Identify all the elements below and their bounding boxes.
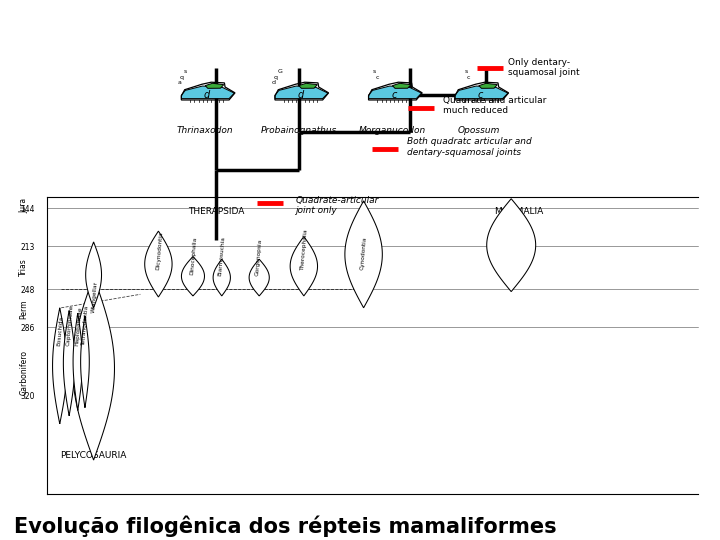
Polygon shape bbox=[479, 83, 498, 89]
Polygon shape bbox=[487, 199, 536, 292]
Text: Eosuchida: Eosuchida bbox=[57, 315, 64, 346]
Text: 248: 248 bbox=[20, 286, 35, 295]
Polygon shape bbox=[53, 308, 67, 424]
Text: Tetranodontia: Tetranodontia bbox=[81, 305, 90, 346]
Text: Evolução filogênica dos répteis mamaliformes: Evolução filogênica dos répteis mamalifo… bbox=[14, 516, 557, 537]
Polygon shape bbox=[81, 316, 89, 408]
Text: c: c bbox=[392, 90, 397, 100]
Text: Haplobatidae: Haplobatidae bbox=[74, 306, 83, 346]
Text: Dinocephalia: Dinocephalia bbox=[189, 237, 198, 275]
Text: a: a bbox=[177, 80, 181, 85]
Polygon shape bbox=[213, 259, 230, 296]
Text: c: c bbox=[478, 90, 483, 100]
Text: Cynodontia: Cynodontia bbox=[360, 237, 367, 270]
Polygon shape bbox=[455, 86, 508, 99]
Text: d: d bbox=[297, 90, 304, 100]
Polygon shape bbox=[392, 83, 411, 89]
Text: d: d bbox=[271, 80, 276, 85]
Text: G: G bbox=[278, 69, 282, 74]
Text: Captorhinidae: Captorhinidae bbox=[66, 304, 74, 346]
Text: Morganucodon: Morganucodon bbox=[359, 126, 426, 136]
Text: d: d bbox=[204, 90, 210, 100]
Polygon shape bbox=[145, 231, 172, 297]
Polygon shape bbox=[275, 86, 328, 99]
Text: s: s bbox=[373, 69, 376, 74]
Text: s: s bbox=[465, 69, 468, 74]
Text: 286: 286 bbox=[20, 324, 35, 333]
Text: Carbonifero: Carbonifero bbox=[19, 350, 28, 395]
Polygon shape bbox=[73, 313, 82, 410]
Text: c: c bbox=[376, 75, 379, 80]
Text: MAMMALIA: MAMMALIA bbox=[494, 207, 543, 216]
Text: 320: 320 bbox=[20, 393, 35, 401]
Text: Both quadratc articular and
dentary-squamosal joints: Both quadratc articular and dentary-squa… bbox=[407, 137, 531, 157]
Text: Biarmosuchia: Biarmosuchia bbox=[217, 237, 226, 276]
Polygon shape bbox=[205, 83, 224, 89]
Polygon shape bbox=[181, 86, 234, 99]
Text: Quadrate-articular
joint only: Quadrate-articular joint only bbox=[295, 195, 379, 215]
Polygon shape bbox=[249, 259, 269, 296]
Polygon shape bbox=[369, 86, 421, 99]
Polygon shape bbox=[290, 237, 318, 296]
Polygon shape bbox=[63, 310, 75, 416]
Text: Dicynodontia: Dicynodontia bbox=[156, 231, 164, 270]
Text: Perm: Perm bbox=[19, 299, 28, 319]
Text: Therocephalia: Therocephalia bbox=[300, 229, 308, 271]
Text: c: c bbox=[467, 75, 470, 80]
Polygon shape bbox=[299, 83, 318, 89]
Polygon shape bbox=[181, 256, 204, 296]
Text: Trias: Trias bbox=[19, 259, 28, 276]
Text: q: q bbox=[179, 75, 184, 80]
Text: Probainognathus: Probainognathus bbox=[261, 126, 337, 136]
Text: Gorgonopsia: Gorgonopsia bbox=[255, 239, 264, 276]
Polygon shape bbox=[86, 242, 102, 308]
Text: Only dentary-
squamosal joint: Only dentary- squamosal joint bbox=[508, 58, 579, 77]
Text: Quadrate and articular
much reduced: Quadrate and articular much reduced bbox=[443, 96, 546, 115]
Polygon shape bbox=[73, 276, 114, 460]
Text: s: s bbox=[184, 69, 187, 74]
Text: PELYCOSAURIA: PELYCOSAURIA bbox=[60, 451, 127, 460]
Text: 213: 213 bbox=[20, 243, 35, 252]
Text: Jura: Jura bbox=[19, 198, 28, 213]
Text: 144: 144 bbox=[20, 205, 35, 214]
Text: q: q bbox=[274, 75, 278, 80]
Text: THERAPSIDA: THERAPSIDA bbox=[188, 207, 244, 216]
Text: Thrinaxodon: Thrinaxodon bbox=[177, 126, 233, 136]
Text: Wrangellar: Wrangellar bbox=[91, 281, 99, 313]
Polygon shape bbox=[345, 201, 382, 308]
Text: Opossum: Opossum bbox=[458, 126, 500, 136]
